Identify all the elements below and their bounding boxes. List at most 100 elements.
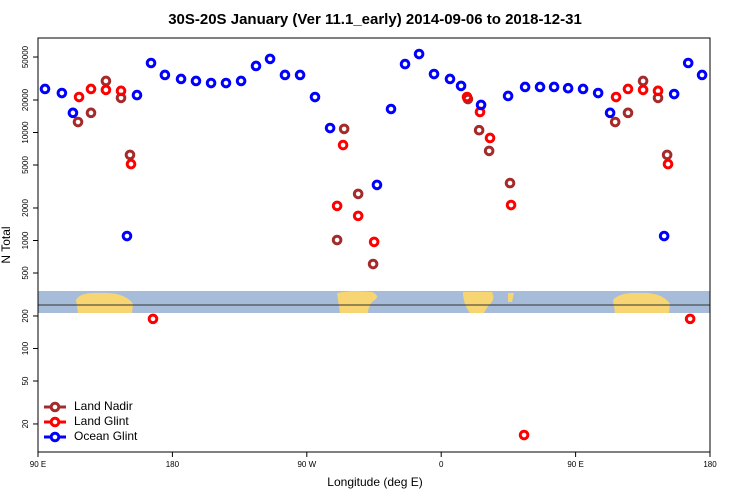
- legend-marker: [49, 401, 61, 413]
- point: [684, 313, 696, 325]
- point: [367, 258, 379, 270]
- legend-label: Land Glint: [74, 414, 129, 428]
- point: [338, 123, 350, 135]
- point: [473, 124, 485, 136]
- point: [455, 80, 467, 92]
- point: [504, 177, 516, 189]
- point: [125, 158, 137, 170]
- point: [85, 83, 97, 95]
- point: [309, 91, 321, 103]
- point: [100, 84, 112, 96]
- point: [190, 75, 202, 87]
- point: [622, 107, 634, 119]
- x-tick-label: 0: [439, 460, 444, 469]
- point: [100, 75, 112, 87]
- point: [175, 73, 187, 85]
- point: [461, 91, 473, 103]
- point: [668, 88, 680, 100]
- y-tick-label: 5000: [21, 156, 30, 174]
- point: [637, 75, 649, 87]
- point: [534, 81, 546, 93]
- point: [250, 60, 262, 72]
- point: [428, 68, 440, 80]
- point: [131, 89, 143, 101]
- y-tick-label: 500: [21, 266, 30, 280]
- x-tick-label: 90 E: [567, 460, 583, 469]
- point: [682, 57, 694, 69]
- point: [385, 103, 397, 115]
- point: [622, 83, 634, 95]
- point: [610, 91, 622, 103]
- point: [264, 53, 276, 65]
- y-tick-label: 10000: [21, 121, 30, 144]
- point: [121, 230, 133, 242]
- point: [577, 83, 589, 95]
- point: [145, 57, 157, 69]
- point: [696, 69, 708, 81]
- point: [413, 48, 425, 60]
- point: [505, 199, 517, 211]
- point: [399, 58, 411, 70]
- chart-title: 30S-20S January (Ver 11.1_early) 2014-09…: [168, 11, 582, 28]
- y-axis-label: N Total: [0, 226, 13, 263]
- point: [85, 107, 97, 119]
- point: [637, 84, 649, 96]
- point: [235, 75, 247, 87]
- x-tick-label: 180: [703, 460, 717, 469]
- point: [115, 85, 127, 97]
- point: [371, 179, 383, 191]
- point: [324, 122, 336, 134]
- point: [484, 132, 496, 144]
- point: [502, 90, 514, 102]
- point: [592, 87, 604, 99]
- point: [279, 69, 291, 81]
- point: [352, 210, 364, 222]
- legend-label: Land Nadir: [74, 399, 133, 413]
- point: [658, 230, 670, 242]
- y-tick-label: 2000: [21, 199, 30, 217]
- point: [368, 236, 380, 248]
- point: [56, 87, 68, 99]
- point: [562, 82, 574, 94]
- point: [72, 116, 84, 128]
- point: [337, 139, 349, 151]
- point: [352, 188, 364, 200]
- point: [483, 145, 495, 157]
- legend-marker: [49, 431, 61, 443]
- legend-label: Ocean Glint: [74, 429, 138, 443]
- y-tick-label: 50: [21, 376, 30, 385]
- point: [39, 83, 51, 95]
- plot-frame: [37, 37, 711, 453]
- point: [548, 81, 560, 93]
- x-tick-label: 90 E: [30, 460, 46, 469]
- point: [475, 99, 487, 111]
- point: [73, 91, 85, 103]
- point: [331, 234, 343, 246]
- point: [662, 158, 674, 170]
- point: [661, 149, 673, 161]
- point: [331, 200, 343, 212]
- point: [609, 116, 621, 128]
- point: [604, 107, 616, 119]
- point: [147, 313, 159, 325]
- y-tick-label: 1000: [21, 231, 30, 249]
- x-tick-label: 90 W: [297, 460, 316, 469]
- y-tick-label: 20: [21, 419, 30, 428]
- point: [444, 73, 456, 85]
- x-tick-label: 180: [166, 460, 180, 469]
- point: [519, 81, 531, 93]
- point: [67, 107, 79, 119]
- point: [220, 77, 232, 89]
- point: [159, 69, 171, 81]
- y-tick-label: 100: [21, 341, 30, 355]
- map-strip: [38, 291, 710, 313]
- legend-marker: [49, 416, 61, 428]
- point: [652, 85, 664, 97]
- y-tick-label: 50000: [21, 45, 30, 68]
- y-tick-label: 20000: [21, 88, 30, 111]
- point: [518, 429, 530, 441]
- y-tick-label: 200: [21, 309, 30, 323]
- point: [205, 77, 217, 89]
- x-axis-label: Longitude (deg E): [327, 475, 422, 489]
